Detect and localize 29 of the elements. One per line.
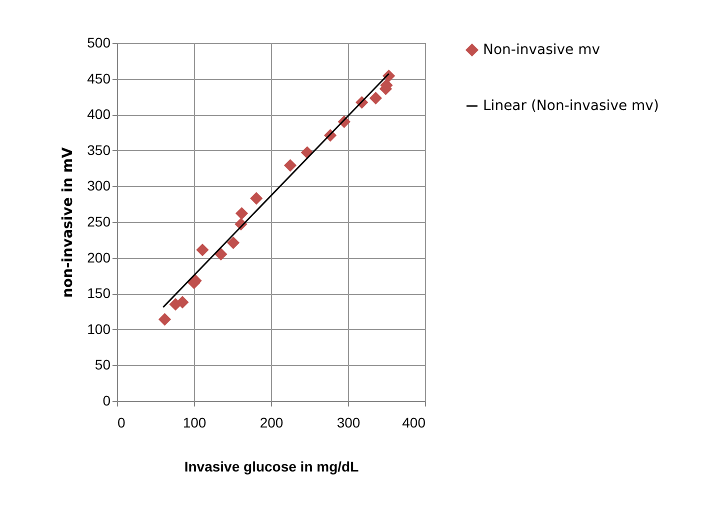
y-tick-label: 250 xyxy=(87,214,111,230)
point xyxy=(235,207,248,220)
legend-label: Linear (Non-invasive mv) xyxy=(483,98,659,114)
y-axis-title: non-invasive in mV xyxy=(60,147,76,298)
y-tick-label: 350 xyxy=(87,142,111,158)
y-tick-label: 100 xyxy=(87,320,111,337)
point xyxy=(196,244,209,256)
y-tick-label: 0 xyxy=(102,392,111,408)
y-tick-label: 150 xyxy=(87,285,111,302)
x-tick-label: 400 xyxy=(402,414,426,430)
x-tick-label: 100 xyxy=(182,414,206,430)
x-axis-title: Invasive glucose in mg/dL xyxy=(184,458,360,474)
point xyxy=(158,313,172,326)
y-tick-label: 300 xyxy=(87,178,111,194)
y-tick-label: 400 xyxy=(87,106,111,122)
x-tick-label: 200 xyxy=(260,414,284,430)
point xyxy=(226,236,240,250)
point xyxy=(214,248,228,261)
y-tick-label: 450 xyxy=(87,70,111,86)
y-tick-label: 200 xyxy=(87,249,111,266)
y-tick-label: 500 xyxy=(87,34,111,50)
x-tick-label: 0 xyxy=(118,414,126,430)
legend-label: Non-invasive mv xyxy=(483,42,600,58)
point xyxy=(369,92,382,104)
y-tick-label: 50 xyxy=(94,356,111,373)
point xyxy=(284,159,297,172)
x-tick-label: 300 xyxy=(336,414,360,430)
point xyxy=(176,296,189,309)
point xyxy=(250,192,263,205)
